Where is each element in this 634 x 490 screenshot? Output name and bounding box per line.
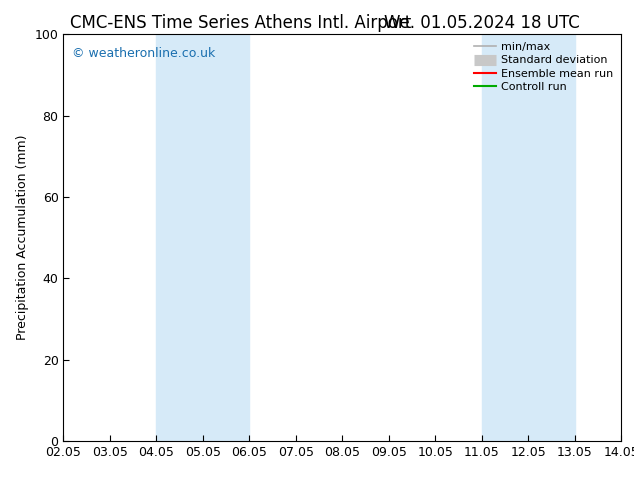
Text: CMC-ENS Time Series Athens Intl. Airport: CMC-ENS Time Series Athens Intl. Airport — [70, 14, 411, 32]
Legend: min/max, Standard deviation, Ensemble mean run, Controll run: min/max, Standard deviation, Ensemble me… — [469, 38, 618, 97]
Bar — [157, 34, 249, 441]
Text: © weatheronline.co.uk: © weatheronline.co.uk — [72, 47, 215, 59]
Y-axis label: Precipitation Accumulation (mm): Precipitation Accumulation (mm) — [16, 135, 29, 341]
Bar — [482, 34, 575, 441]
Text: We. 01.05.2024 18 UTC: We. 01.05.2024 18 UTC — [384, 14, 579, 32]
